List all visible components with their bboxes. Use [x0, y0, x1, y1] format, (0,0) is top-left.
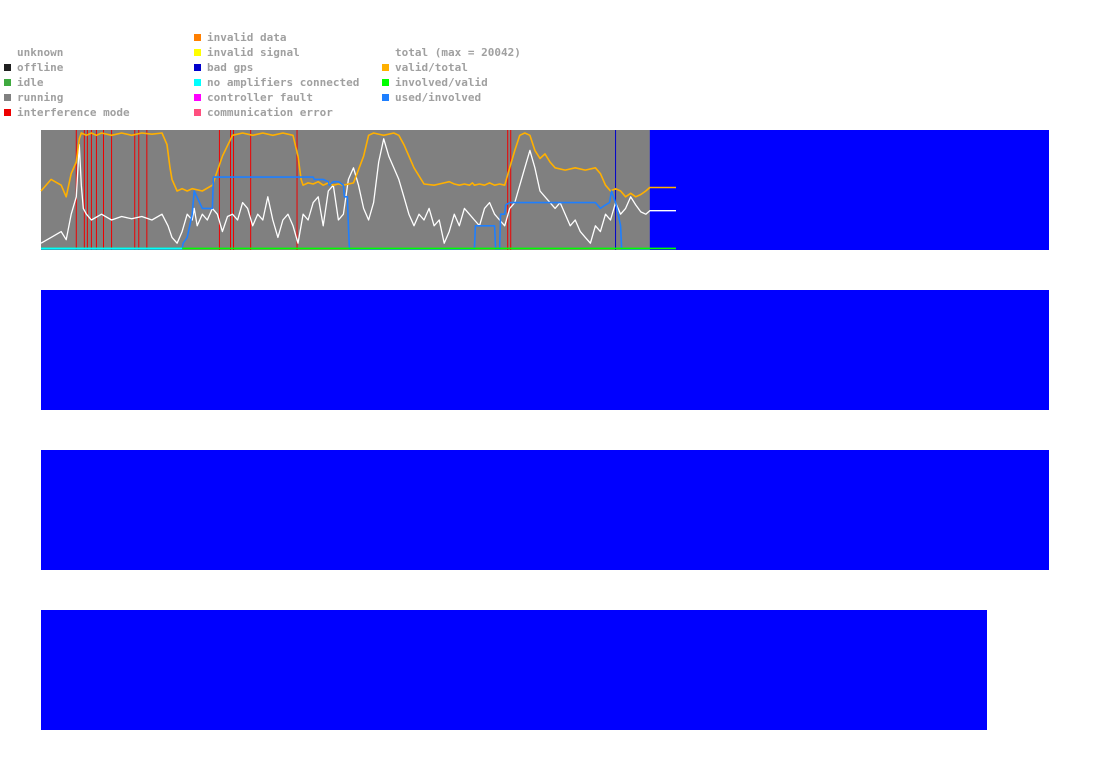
legend-swatch — [382, 94, 389, 101]
chart-panel-2 — [41, 290, 1049, 410]
legend-label: running — [17, 91, 64, 104]
legend-swatch — [194, 64, 201, 71]
legend-label: idle — [17, 76, 44, 89]
legend-swatch — [4, 64, 11, 71]
series-line-0 — [40, 138, 676, 244]
legend-label: total (max = 20042) — [395, 46, 521, 59]
chart-legend: unknown offline idle running interference mo… — [0, 0, 1095, 125]
legend-swatch — [194, 34, 201, 41]
legend-swatch — [382, 64, 389, 71]
legend-swatch — [194, 94, 201, 101]
legend-swatch — [194, 109, 201, 116]
legend-label: interference mode — [17, 106, 130, 119]
legend-swatch — [4, 109, 11, 116]
legend-swatch — [194, 49, 201, 56]
legend-swatch — [4, 79, 11, 86]
legend-label: controller fault — [207, 91, 313, 104]
legend-label: valid/total — [395, 61, 468, 74]
legend-swatch — [4, 94, 11, 101]
legend-label: bad gps — [207, 61, 254, 74]
legend-label: used/involved — [395, 91, 482, 104]
state-band-running — [41, 130, 650, 250]
chart-panel-3 — [41, 450, 1049, 570]
chart-panel-4 — [41, 610, 987, 730]
legend-swatch — [194, 79, 201, 86]
legend-label: involved/valid — [395, 76, 488, 89]
legend-label: offline — [17, 61, 64, 74]
legend-label: unknown — [17, 46, 64, 59]
legend-label: communication error — [207, 106, 333, 119]
legend-label: invalid signal — [207, 46, 300, 59]
legend-label: invalid data — [207, 31, 287, 44]
legend-label: no amplifiers connected — [207, 76, 360, 89]
legend-swatch — [382, 79, 389, 86]
series-line-1 — [40, 132, 676, 198]
